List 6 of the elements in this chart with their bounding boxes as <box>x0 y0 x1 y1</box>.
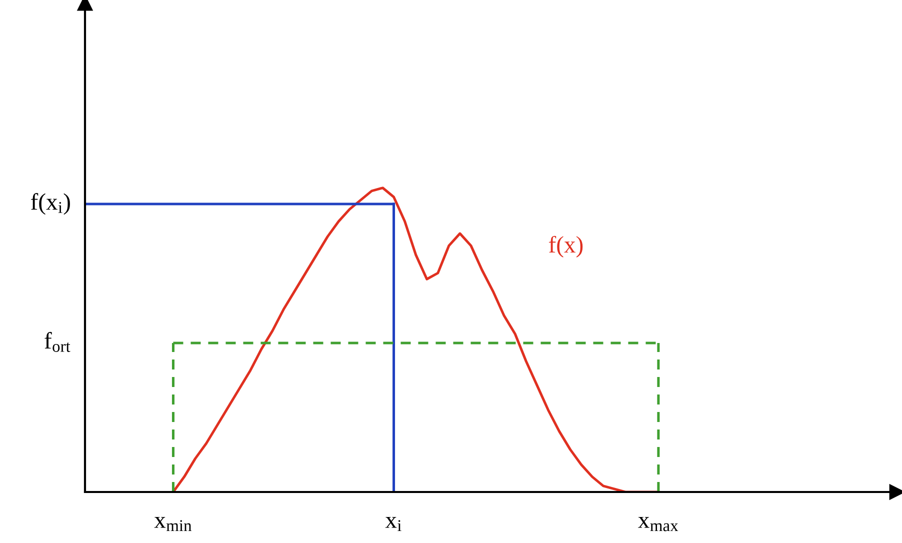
x-tick-label: x$_{i}$ <box>385 516 402 532</box>
text: f(x$_{i}$) <box>30 193 70 215</box>
x-tick-label: x$_{min}$ <box>154 516 192 532</box>
text: f$_{ort}$ <box>44 332 70 352</box>
text: f(x) <box>548 236 583 258</box>
x-tick-label: x$_{max}$ <box>638 516 678 532</box>
